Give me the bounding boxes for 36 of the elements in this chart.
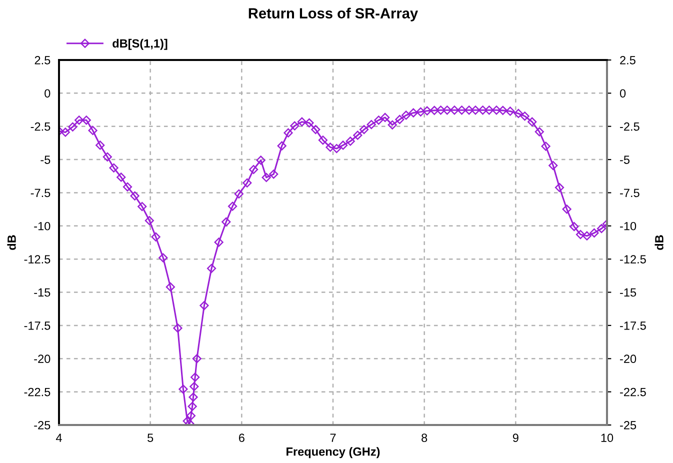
x-tick-label: 5 <box>148 434 154 442</box>
y2-tick-label: 2.5 <box>620 56 636 64</box>
x-tick-label: 9 <box>512 434 518 442</box>
y-tick-label: -17.5 <box>24 322 50 330</box>
y2-tick-label: -22.5 <box>620 388 646 396</box>
x-tick-label: 10 <box>601 434 614 442</box>
y-tick-label: -15 <box>34 288 50 297</box>
x-tick-label: 4 <box>56 434 62 442</box>
x-axis-title: Frequency (GHz) <box>286 447 380 458</box>
y-tick-label: -12.5 <box>24 255 50 264</box>
y-axis-title: dB <box>7 235 16 250</box>
x-tick-label: 7 <box>330 434 336 442</box>
y2-tick-label: -20 <box>620 354 636 364</box>
y-tick-label: 2.5 <box>34 56 50 64</box>
y-tick-label: -5 <box>40 156 50 164</box>
y2-tick-label: -5 <box>620 156 630 164</box>
y2-tick-label: -10 <box>620 222 636 230</box>
y2-tick-label: -17.5 <box>620 322 646 330</box>
y2-tick-label: -25 <box>620 421 636 430</box>
y2-tick-label: 0 <box>620 89 626 98</box>
y2-tick-label: -15 <box>620 288 636 297</box>
y-tick-label: -22.5 <box>24 388 50 396</box>
y2-tick-label: -7.5 <box>620 188 640 198</box>
y-tick-label: -10 <box>34 222 50 230</box>
y2-tick-label: -12.5 <box>620 255 646 264</box>
y-tick-label: 0 <box>44 89 50 98</box>
y2-axis-title: dB <box>654 235 664 250</box>
y-tick-label: -25 <box>34 421 50 430</box>
y2-tick-label: -2.5 <box>620 122 640 131</box>
legend-label: dB[S(1,1)] <box>112 38 168 50</box>
x-tick-label: 6 <box>238 434 244 442</box>
y-tick-label: -7.5 <box>30 188 50 198</box>
chart-title: Return Loss of SR-Array <box>248 8 418 22</box>
x-tick-label: 8 <box>422 434 428 442</box>
y-tick-label: -20 <box>34 354 50 364</box>
y-tick-label: -2.5 <box>30 122 50 131</box>
